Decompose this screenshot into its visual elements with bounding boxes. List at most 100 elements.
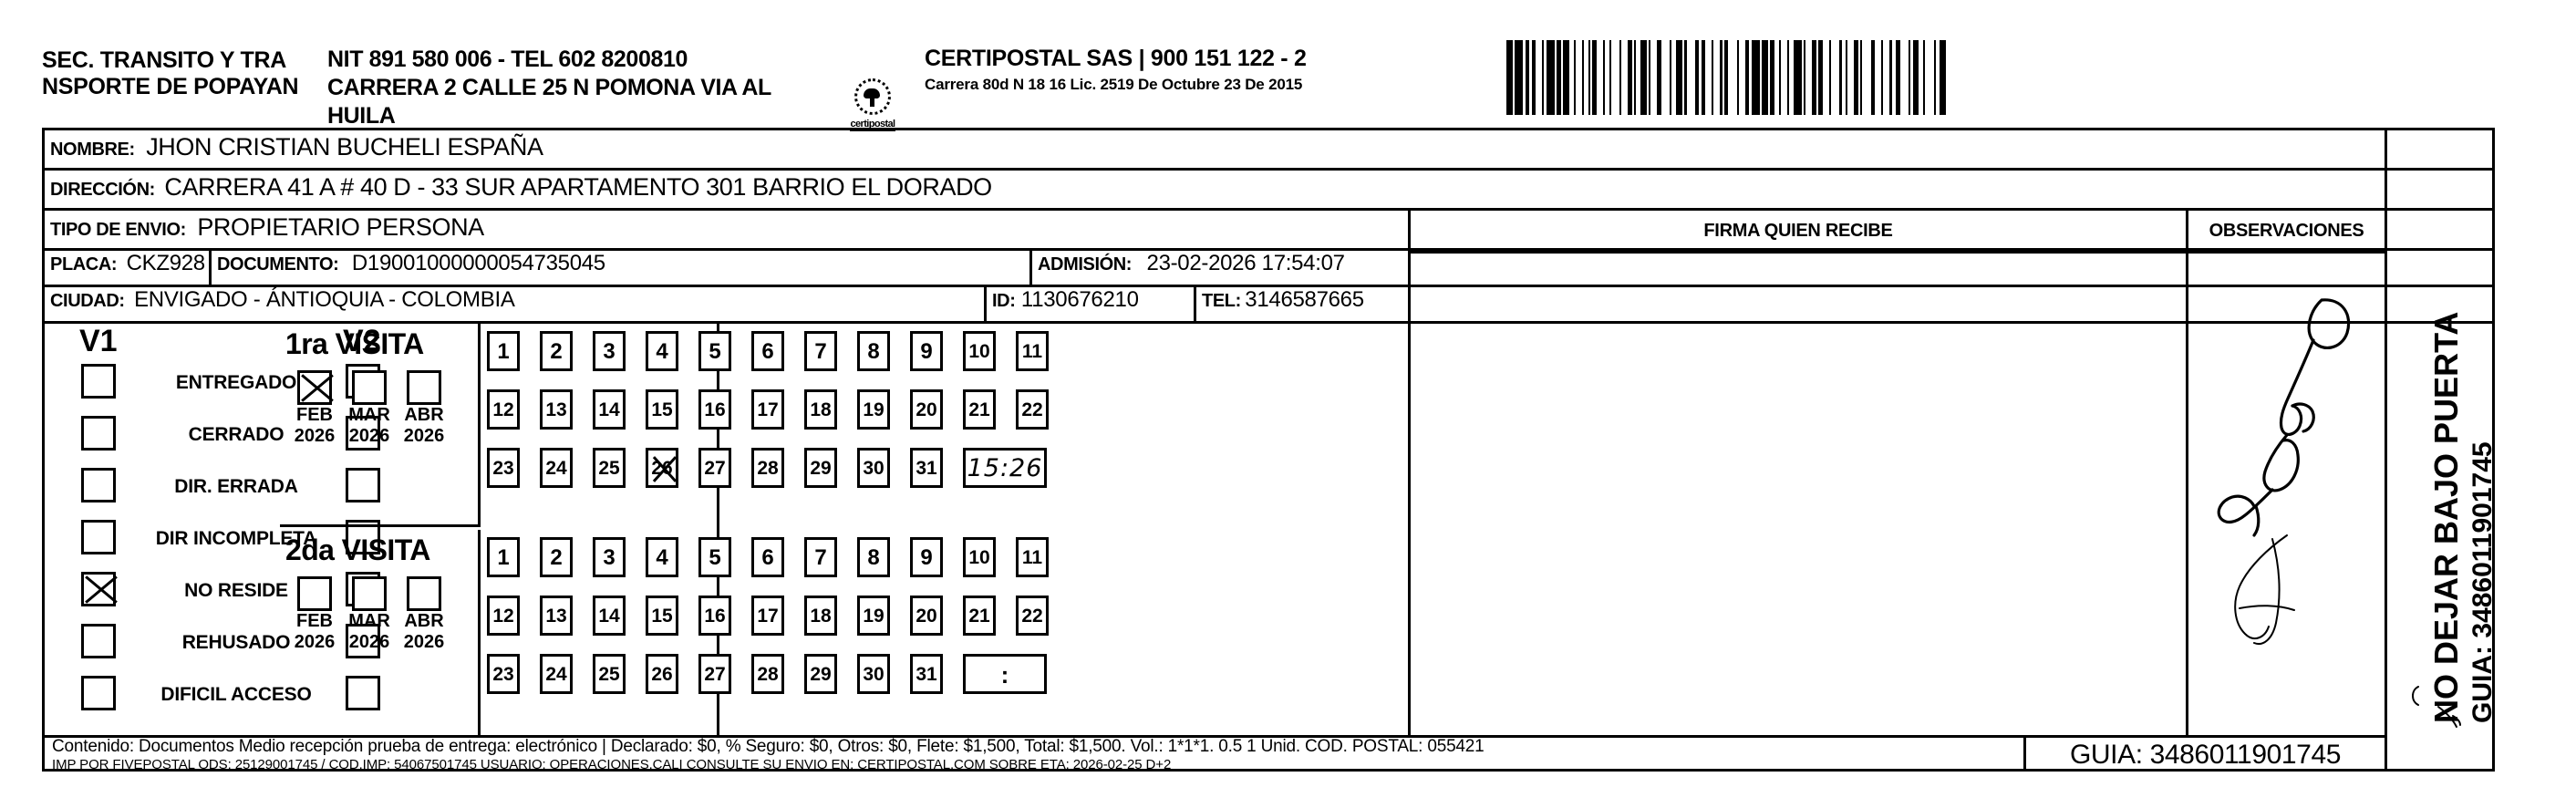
day-cell-10[interactable]: 10 xyxy=(963,331,996,371)
day-cell-31[interactable]: 31 xyxy=(910,654,943,694)
day-cell-30[interactable]: 30 xyxy=(857,448,890,488)
visit-month-checkbox[interactable] xyxy=(297,576,332,611)
visit-month-year: 2026 xyxy=(348,632,390,652)
day-cell-9[interactable]: 9 xyxy=(910,537,943,577)
day-cell-30[interactable]: 30 xyxy=(857,654,890,694)
day-cell-7[interactable]: 7 xyxy=(804,331,837,371)
visit-month-checkbox[interactable] xyxy=(352,576,387,611)
document-header: SEC. TRANSITO Y TRA NSPORTE DE POPAYAN N… xyxy=(42,40,1464,131)
day-cell-6[interactable]: 6 xyxy=(751,331,784,371)
v1-checkbox-2[interactable] xyxy=(81,468,116,502)
day-cell-15[interactable]: 15 xyxy=(646,596,678,636)
visit-month-checkbox[interactable] xyxy=(407,370,441,405)
day-cell-27[interactable]: 27 xyxy=(698,654,731,694)
day-cell-7[interactable]: 7 xyxy=(804,537,837,577)
visit-month-checkbox[interactable] xyxy=(297,370,332,405)
day-cell-8[interactable]: 8 xyxy=(857,331,890,371)
day-cell-31[interactable]: 31 xyxy=(910,448,943,488)
day-cell-19[interactable]: 19 xyxy=(857,596,890,636)
day-cell-4[interactable]: 4 xyxy=(646,537,678,577)
day-cell-26[interactable]: 26 xyxy=(646,654,678,694)
day-cell-4[interactable]: 4 xyxy=(646,331,678,371)
day-cell-25[interactable]: 25 xyxy=(593,448,626,488)
day-cell-8[interactable]: 8 xyxy=(857,537,890,577)
visit-month-abr: ABR 2026 xyxy=(397,576,451,653)
day-cell-6[interactable]: 6 xyxy=(751,537,784,577)
day-cell-1[interactable]: 1 xyxy=(487,537,520,577)
day-cell-20[interactable]: 20 xyxy=(910,596,943,636)
v2-checkbox-1[interactable] xyxy=(346,416,380,451)
day-cell-18[interactable]: 18 xyxy=(804,596,837,636)
day-cell-22[interactable]: 22 xyxy=(1016,596,1049,636)
tel-label: TEL: xyxy=(1202,291,1241,311)
v1-checkbox-3[interactable] xyxy=(81,520,116,554)
day-cell-29[interactable]: 29 xyxy=(804,448,837,488)
sender-line-1: SEC. TRANSITO Y TRA xyxy=(42,47,286,73)
day-cell-3[interactable]: 3 xyxy=(593,537,626,577)
v2-checkbox-6[interactable] xyxy=(346,676,380,710)
day-cell-26[interactable]: 26 xyxy=(646,448,678,488)
day-cell-12[interactable]: 12 xyxy=(487,596,520,636)
day-cell-25[interactable]: 25 xyxy=(593,654,626,694)
day-cell-14[interactable]: 14 xyxy=(593,389,626,430)
day-cell-27[interactable]: 27 xyxy=(698,448,731,488)
day-cell-24[interactable]: 24 xyxy=(540,448,573,488)
day-cell-22[interactable]: 22 xyxy=(1016,389,1049,430)
day-cell-11[interactable]: 11 xyxy=(1016,331,1049,371)
status-option-label: ENTREGADO xyxy=(175,372,297,393)
day-cell-3[interactable]: 3 xyxy=(593,331,626,371)
day-cell-24[interactable]: 24 xyxy=(540,654,573,694)
day-cell-28[interactable]: 28 xyxy=(751,448,784,488)
v1-checkbox-6[interactable] xyxy=(81,676,116,710)
day-cell-21[interactable]: 21 xyxy=(963,389,996,430)
day-cell-5[interactable]: 5 xyxy=(698,537,731,577)
v1-checkbox-1[interactable] xyxy=(81,416,116,451)
v2-checkbox-5[interactable] xyxy=(346,624,380,658)
sender-contact-block: NIT 891 580 006 - TEL 602 8200810 CARRER… xyxy=(327,46,820,130)
day-cell-16[interactable]: 16 xyxy=(698,596,731,636)
day-cell-18[interactable]: 18 xyxy=(804,389,837,430)
visit-time-box[interactable]: : xyxy=(963,654,1047,694)
day-cell-23[interactable]: 23 xyxy=(487,448,520,488)
day-cell-23[interactable]: 23 xyxy=(487,654,520,694)
v1-checkbox-0[interactable] xyxy=(81,364,116,399)
day-cell-16[interactable]: 16 xyxy=(698,389,731,430)
status-option-label: NO RESIDE xyxy=(184,580,288,601)
day-cell-19[interactable]: 19 xyxy=(857,389,890,430)
footer-content-line: Contenido: Documentos Medio recepción pr… xyxy=(52,737,1485,756)
day-cell-28[interactable]: 28 xyxy=(751,654,784,694)
day-cell-10[interactable]: 10 xyxy=(963,537,996,577)
direccion-value: CARRERA 41 A # 40 D - 33 SUR APARTAMENTO… xyxy=(164,173,992,201)
day-cell-21[interactable]: 21 xyxy=(963,596,996,636)
sender-block: SEC. TRANSITO Y TRA NSPORTE DE POPAYAN xyxy=(42,47,325,100)
day-cell-14[interactable]: 14 xyxy=(593,596,626,636)
day-cell-20[interactable]: 20 xyxy=(910,389,943,430)
carrier-block: CERTIPOSTAL SAS | 900 151 122 - 2 Carrer… xyxy=(925,46,1472,94)
day-cell-12[interactable]: 12 xyxy=(487,389,520,430)
day-cell-15[interactable]: 15 xyxy=(646,389,678,430)
row-nombre: NOMBRE: JHON CRISTIAN BUCHELI ESPAÑA xyxy=(45,130,2492,171)
day-cell-11[interactable]: 11 xyxy=(1016,537,1049,577)
day-cell-1[interactable]: 1 xyxy=(487,331,520,371)
v2-checkbox-2[interactable] xyxy=(346,468,380,502)
day-cell-17[interactable]: 17 xyxy=(751,389,784,430)
visit-month-checkbox[interactable] xyxy=(407,576,441,611)
documento-cell: DOCUMENTO: D19001000000054735045 xyxy=(209,251,1029,285)
firma-column: FIRMA QUIEN RECIBE xyxy=(1408,211,2186,735)
day-cell-5[interactable]: 5 xyxy=(698,331,731,371)
day-cell-29[interactable]: 29 xyxy=(804,654,837,694)
v1-checkbox-5[interactable] xyxy=(81,624,116,658)
visit-time-box[interactable]: 15:26 xyxy=(963,448,1047,488)
day-cell-13[interactable]: 13 xyxy=(540,596,573,636)
day-cell-17[interactable]: 17 xyxy=(751,596,784,636)
visit-month-year: 2026 xyxy=(294,426,336,446)
visit-month-checkbox[interactable] xyxy=(352,370,387,405)
id-value: 1130676210 xyxy=(1020,287,1139,312)
visit-month-name: ABR xyxy=(404,611,444,631)
v2-header: V2 xyxy=(343,324,381,358)
day-cell-9[interactable]: 9 xyxy=(910,331,943,371)
day-cell-2[interactable]: 2 xyxy=(540,331,573,371)
day-cell-2[interactable]: 2 xyxy=(540,537,573,577)
day-cell-13[interactable]: 13 xyxy=(540,389,573,430)
v1-checkbox-4[interactable] xyxy=(81,572,116,606)
